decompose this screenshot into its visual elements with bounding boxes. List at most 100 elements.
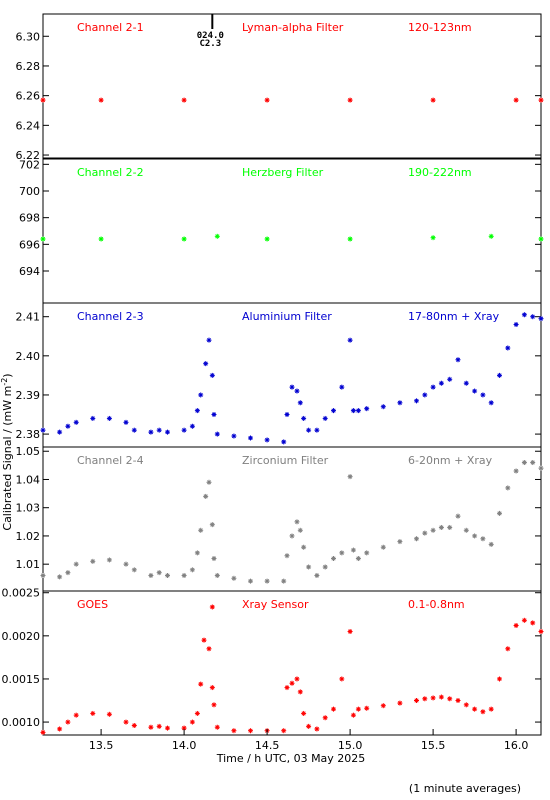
data-point: [301, 544, 307, 550]
panel-frame: [42, 446, 542, 592]
y-tick-label: 2.39: [16, 389, 41, 402]
y-tick-label: 2.41: [16, 311, 41, 324]
data-point: [355, 556, 361, 562]
data-point: [480, 536, 486, 542]
y-tick-label: 0.0015: [2, 673, 41, 686]
data-point: [57, 574, 63, 580]
data-point: [513, 97, 519, 103]
data-point: [472, 706, 478, 712]
data-point: [211, 702, 217, 708]
data-point: [422, 696, 428, 702]
data-point: [380, 404, 386, 410]
data-point: [322, 415, 328, 421]
data-point: [447, 524, 453, 530]
data-point: [211, 556, 217, 562]
data-point: [331, 556, 336, 562]
data-point: [73, 561, 79, 567]
data-point: [206, 337, 212, 343]
data-point: [322, 564, 328, 570]
panel-label: Zirconium Filter: [242, 454, 329, 467]
y-axis-title-main: Calibrated Signal / (mW m: [1, 386, 14, 531]
data-point: [131, 427, 137, 433]
panel-label: 17-80nm + Xray: [408, 310, 500, 323]
panel-ch22: 702 700 698 696 694 Channel 2-2 Herzberg Filte…: [19, 158, 544, 304]
data-point: [339, 676, 345, 682]
y-tick-label: 0.0025: [2, 587, 41, 600]
data-point: [214, 572, 220, 578]
data-point: [90, 710, 96, 716]
data-point: [73, 712, 79, 718]
data-point: [181, 572, 187, 578]
data-point: [297, 689, 303, 695]
data-point: [211, 412, 217, 418]
data-point: [347, 629, 353, 635]
data-point: [480, 392, 486, 398]
panel-label: Aluminium Filter: [242, 310, 332, 323]
data-point: [131, 567, 137, 573]
data-point: [314, 726, 320, 732]
data-point: [189, 719, 195, 725]
data-point: [497, 372, 502, 378]
series-goes: [40, 617, 544, 735]
data-point: [497, 676, 502, 682]
panel-ch21: 6.30 6.28 6.26 6.24 6.22 Channel 2-1 Lyman-alp…: [16, 13, 544, 162]
data-point: [301, 415, 307, 421]
data-point: [65, 423, 71, 429]
chart-panels: 6.30 6.28 6.26 6.24 6.22 Channel 2-1 Lyman-alp…: [2, 13, 544, 736]
data-point: [422, 530, 428, 536]
data-point: [463, 380, 469, 386]
data-point: [521, 617, 527, 623]
data-point: [430, 384, 436, 390]
x-axis-title: Time / h UTC, 03 May 2025: [216, 752, 366, 765]
data-point: [438, 694, 444, 700]
data-point: [206, 479, 212, 485]
data-point: [156, 570, 162, 576]
data-point: [294, 388, 300, 394]
series-ch23: [40, 312, 544, 445]
data-point: [65, 719, 71, 725]
data-point: [513, 322, 519, 328]
panel-label: Channel 2-3: [77, 310, 144, 323]
data-point: [98, 236, 104, 242]
data-point: [106, 711, 112, 717]
data-point: [364, 705, 370, 711]
data-point: [397, 700, 403, 706]
data-point: [123, 419, 129, 425]
y-tick-label: 6.28: [16, 60, 41, 73]
data-point: [414, 698, 419, 704]
data-point: [181, 236, 187, 242]
data-point: [314, 572, 320, 578]
data-point: [106, 557, 112, 563]
data-point: [198, 527, 204, 533]
data-point: [248, 578, 253, 584]
panel-label: Channel 2-2: [77, 166, 144, 179]
data-point: [40, 729, 46, 735]
data-point: [148, 572, 154, 578]
data-point: [57, 429, 63, 435]
data-point: [314, 427, 320, 433]
data-point: [231, 433, 237, 439]
data-point: [422, 392, 428, 398]
data-point: [538, 629, 544, 635]
data-point: [430, 235, 436, 241]
data-point: [530, 620, 536, 626]
data-point: [165, 429, 170, 435]
data-point: [198, 681, 204, 687]
data-point: [40, 97, 46, 103]
data-point: [281, 578, 287, 584]
data-point: [505, 646, 511, 652]
panel-label: Xray Sensor: [242, 598, 309, 611]
data-point: [264, 236, 270, 242]
data-point: [201, 637, 207, 643]
data-point: [194, 408, 200, 414]
panel-label: Channel 2-1: [77, 21, 144, 34]
data-point: [505, 485, 511, 491]
data-point: [380, 544, 386, 550]
data-point: [209, 522, 215, 528]
data-point: [194, 710, 200, 716]
data-point: [206, 646, 212, 652]
x-tick-label: 16.0: [504, 739, 529, 752]
data-point: [488, 400, 494, 406]
data-point: [40, 236, 46, 242]
